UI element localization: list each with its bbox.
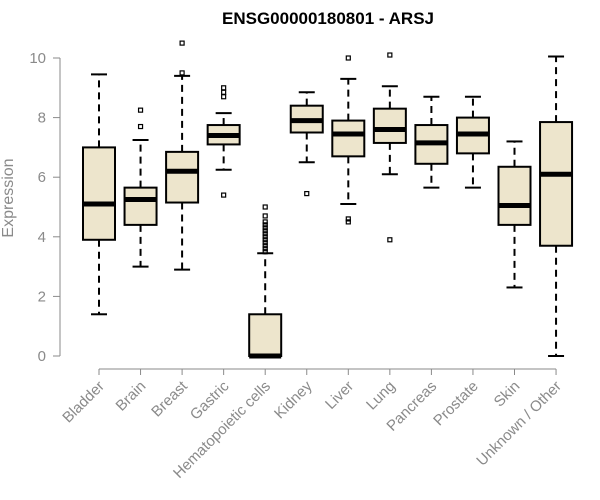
x-tick-label: Prostate (430, 378, 482, 430)
outlier-point (345, 219, 351, 225)
outlier-point (262, 231, 268, 237)
box-iqr (331, 119, 366, 158)
box-iqr (123, 186, 158, 226)
box-iqr (248, 313, 283, 357)
box-group (165, 40, 200, 271)
box-group (497, 140, 532, 289)
y-axis-label: Expression (0, 158, 17, 237)
y-tick-label: 0 (38, 348, 46, 365)
x-tick-label: Bladder (59, 378, 108, 427)
box-iqr (165, 150, 200, 204)
outlier-point (387, 52, 393, 58)
outlier-point (262, 246, 268, 252)
outlier-point (221, 85, 227, 91)
outlier-point (345, 216, 351, 222)
outlier-point (262, 204, 268, 210)
outlier-point (179, 70, 185, 76)
x-tick-label: Brain (113, 378, 150, 415)
x-tick-label: Skin (491, 378, 524, 411)
x-tick-label: Lung (363, 378, 399, 414)
box-iqr (539, 121, 574, 247)
box-group (372, 52, 407, 243)
outlier-point (137, 107, 144, 113)
outlier-point (262, 234, 268, 240)
x-tick-label: Kidney (271, 377, 316, 422)
outlier-point (304, 190, 310, 197)
box-group (455, 95, 490, 189)
outlier-point (262, 237, 268, 243)
outlier-point (262, 222, 268, 228)
outlier-point (262, 225, 268, 231)
outlier-point (262, 249, 268, 255)
outlier-point (262, 240, 268, 246)
outlier-point (179, 40, 185, 46)
y-tick-label: 4 (38, 229, 46, 246)
outlier-point (345, 55, 351, 61)
box-group (206, 85, 241, 198)
plot-area (82, 40, 574, 359)
box-group (82, 73, 116, 316)
x-tick-label: Breast (148, 377, 191, 420)
box-iqr (82, 146, 116, 241)
y-tick-label: 6 (38, 169, 46, 186)
box-group (414, 95, 449, 189)
outlier-point (262, 219, 268, 225)
box-group (331, 55, 366, 225)
box-group (248, 204, 283, 359)
box-iqr (372, 107, 407, 144)
y-axis: 0 2 4 6 8 10 (29, 50, 61, 365)
outlier-point (262, 228, 268, 234)
box-group (539, 55, 574, 357)
chart-title: ENSG00000180801 - ARSJ (222, 9, 434, 28)
box-group (289, 91, 324, 197)
box-group (123, 107, 158, 268)
x-tick-label: Liver (322, 378, 357, 413)
outlier-point (221, 94, 227, 100)
outlier-point (137, 123, 144, 130)
outlier-point (262, 243, 268, 249)
y-tick-label: 10 (29, 50, 46, 67)
y-tick-label: 2 (38, 288, 46, 305)
outlier-point (221, 192, 227, 198)
outlier-point (387, 237, 393, 243)
outlier-point (221, 89, 227, 95)
outlier-point (262, 213, 268, 219)
y-tick-label: 8 (38, 110, 46, 127)
box-iqr (497, 165, 532, 226)
